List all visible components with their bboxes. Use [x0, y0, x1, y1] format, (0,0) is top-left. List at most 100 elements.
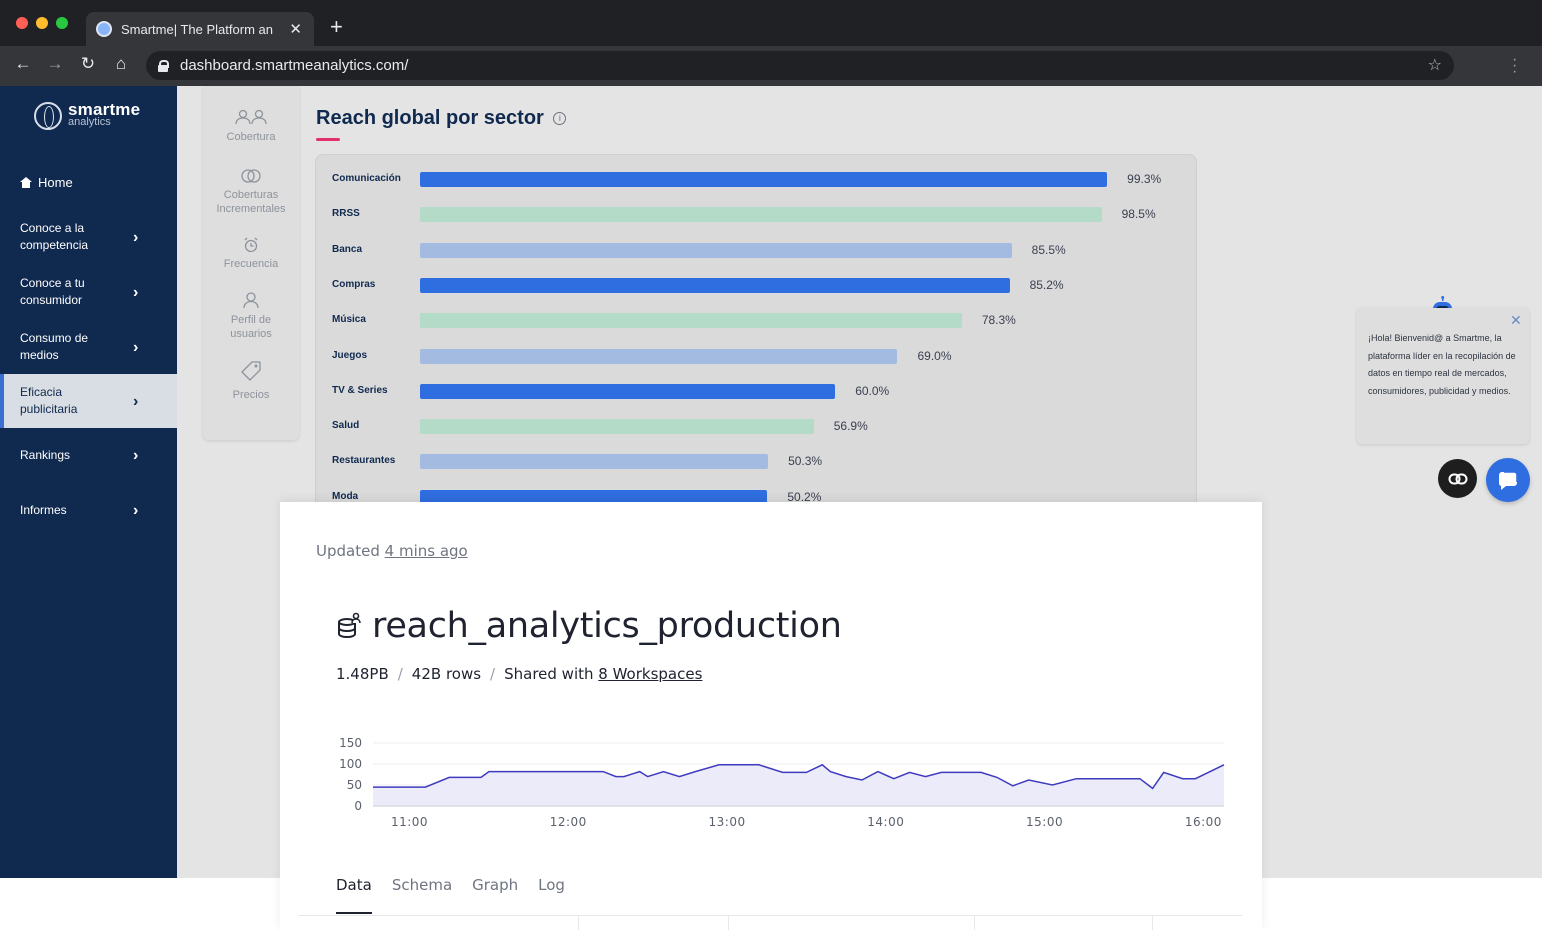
bar[interactable] [420, 348, 898, 364]
sidebar-item-label: Informes [20, 502, 67, 517]
tab-log[interactable]: Log [538, 876, 565, 894]
bar[interactable] [420, 277, 1010, 293]
title-accent-underline [316, 138, 340, 141]
bar-row: Música 78.3% [316, 311, 1198, 331]
minimize-window-button[interactable] [36, 17, 48, 29]
separator: / [397, 665, 403, 683]
bar-value-label: 50.3% [788, 454, 823, 469]
chat-toggle-button[interactable] [1438, 459, 1477, 498]
x-tick-label: 15:00 [1026, 815, 1063, 829]
shared-prefix: Shared with [504, 665, 594, 683]
url-text: dashboard.smartmeanalytics.com/ [180, 57, 409, 74]
close-window-button[interactable] [16, 17, 28, 29]
chevron-right-icon: › [133, 338, 139, 356]
subnav-item-perfil[interactable]: Perfil de usuarios [203, 291, 299, 341]
globe-logo-icon [34, 102, 62, 130]
address-bar[interactable]: dashboard.smartmeanalytics.com/ ☆ [146, 51, 1454, 80]
rows-sparkline-chart: 0 50 100 150 11:00 12:00 13:00 14:00 15:00 16:00 [339, 736, 1225, 829]
bar[interactable] [420, 242, 1012, 258]
price-tag-icon [241, 361, 261, 381]
bar[interactable] [420, 454, 769, 470]
reload-icon[interactable]: ↻ [80, 54, 96, 73]
bookmark-star-icon[interactable]: ☆ [1427, 57, 1442, 74]
bar-row: Comunicación 99.3% [316, 170, 1198, 190]
sidebar-item-competencia[interactable]: Conoce a la competencia › [0, 210, 177, 264]
y-tick-label: 50 [347, 778, 362, 792]
brand-subtitle: analytics [68, 116, 111, 128]
bar[interactable] [420, 172, 1108, 187]
bar-value-label: 60.0% [855, 383, 890, 398]
chevron-right-icon: › [133, 283, 139, 301]
brand-text: smartme analytics [68, 101, 140, 129]
updated-time-link[interactable]: 4 mins ago [384, 542, 468, 560]
subnav-label: Cobertura [226, 131, 276, 143]
browser-toolbar: ← → ↻ ⌂ dashboard.smartmeanalytics.com/ … [0, 46, 1542, 86]
globe-favicon-icon [96, 21, 112, 37]
tab-schema[interactable]: Schema [391, 876, 453, 894]
alarm-clock-icon [244, 237, 258, 253]
bar-category-label: Moda [332, 490, 359, 502]
bar-row: Juegos 69.0% [316, 347, 1198, 367]
smartme-logo[interactable]: smartme analytics [34, 101, 140, 130]
browser-tab[interactable]: Smartme| The Platform an ✕ [86, 12, 314, 46]
dataset-rows: 42B rows [411, 665, 482, 683]
x-tick-label: 12:00 [550, 815, 587, 829]
sidebar: smartme analytics Home Conoce a la compe… [0, 86, 177, 878]
bar-row: Compras 85.2% [316, 276, 1198, 296]
subnav-item-cobertura[interactable]: Cobertura [203, 108, 299, 144]
chevron-right-icon: › [133, 501, 139, 519]
tabs-divider [298, 915, 1242, 916]
browser-menu-icon[interactable]: · · · [1512, 51, 1518, 80]
bar-value-label: 98.5% [1121, 207, 1156, 222]
sidebar-item-home[interactable]: Home [0, 170, 177, 194]
info-icon[interactable]: i [553, 112, 567, 126]
tab-data[interactable]: Data [336, 876, 372, 914]
forward-arrow-icon[interactable]: → [46, 54, 64, 73]
back-arrow-icon[interactable]: ← [14, 54, 32, 73]
home-icon[interactable]: ⌂ [115, 54, 127, 73]
y-tick-label: 0 [354, 799, 362, 813]
bar-row: TV & Series 60.0% [316, 382, 1198, 402]
sidebar-item-informes[interactable]: Informes › [0, 497, 177, 523]
bar-category-label: Comunicación [332, 173, 401, 184]
lock-icon [158, 60, 169, 72]
subnav-item-frecuencia[interactable]: Frecuencia [203, 237, 299, 271]
database-share-icon [338, 612, 361, 639]
x-tick-label: 13:00 [709, 815, 746, 829]
close-icon[interactable]: ✕ [1510, 312, 1522, 328]
bar[interactable] [420, 313, 962, 329]
bar-row: Salud 56.9% [316, 417, 1198, 437]
column-divider [578, 916, 579, 930]
sidebar-item-label: Conoce a la competencia [20, 221, 89, 252]
maximize-window-button[interactable] [56, 17, 68, 29]
sidebar-item-consumidor[interactable]: Conoce a tu consumidor › [0, 265, 177, 319]
bar-category-label: RRSS [332, 208, 360, 220]
bar-category-label: TV & Series [332, 384, 388, 396]
new-tab-icon[interactable]: + [330, 14, 343, 39]
sidebar-item-eficacia[interactable]: Eficacia publicitaria › [0, 374, 177, 428]
shared-workspaces-link[interactable]: 8 Workspaces [598, 665, 703, 683]
x-tick-label: 14:00 [867, 815, 904, 829]
sidebar-item-rankings[interactable]: Rankings › [0, 442, 177, 468]
subnav-item-incrementales[interactable]: Coberturas Incrementales [203, 168, 299, 216]
bar-row: Moda 50.2% [316, 488, 1198, 508]
sidebar-item-medios[interactable]: Consumo de medios › [0, 320, 177, 374]
subnav-item-precios[interactable]: Precios [203, 360, 299, 402]
bar-category-label: Salud [332, 420, 360, 432]
open-chat-button[interactable] [1486, 458, 1530, 502]
overlap-circles-icon [241, 169, 261, 183]
bar-category-label: Banca [332, 243, 363, 255]
bar[interactable] [420, 419, 814, 435]
bar[interactable] [420, 489, 768, 505]
bar[interactable] [420, 207, 1102, 223]
sub-navigation: Cobertura Coberturas Incrementales Frecu… [203, 86, 299, 440]
close-tab-icon[interactable]: ✕ [289, 21, 302, 38]
bar[interactable] [420, 383, 836, 399]
bar-category-label: Música [332, 314, 366, 326]
sidebar-item-label: Home [38, 174, 73, 190]
chevron-right-icon: › [133, 228, 139, 246]
bar-category-label: Restaurantes [332, 455, 396, 467]
tab-graph[interactable]: Graph [472, 876, 519, 894]
sidebar-item-label: Consumo de medios [20, 331, 89, 362]
bar-row: Restaurantes 50.3% [316, 452, 1198, 472]
